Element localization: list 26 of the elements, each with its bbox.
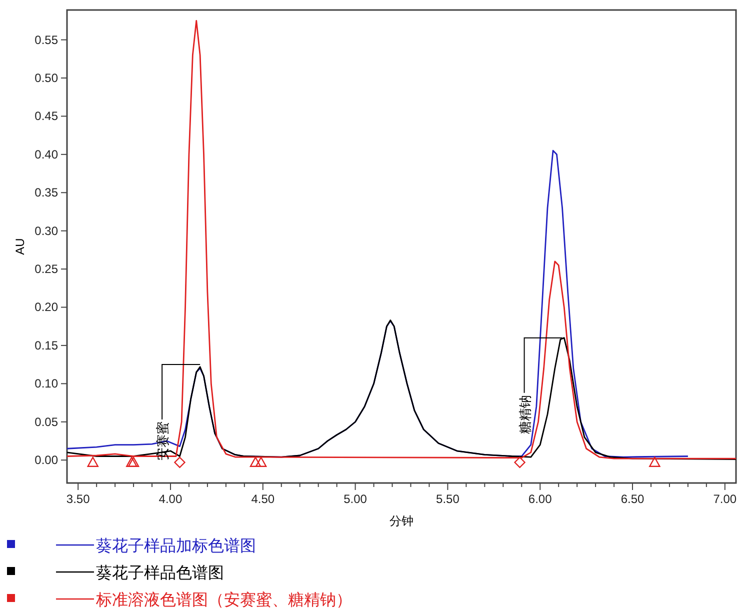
legend-label: 标准溶液色谱图（安赛蜜、糖精钠） bbox=[95, 591, 352, 609]
legend-label: 葵花子样品加标色谱图 bbox=[96, 537, 256, 555]
y-tick-label: 0.00 bbox=[34, 453, 58, 468]
x-tick-label: 5.50 bbox=[436, 492, 460, 506]
y-tick-label: 0.20 bbox=[34, 300, 58, 314]
annotation: 糖精钠 bbox=[517, 394, 532, 434]
legend-label: 葵花子样品色谱图 bbox=[96, 564, 224, 582]
x-tick-label: 4.50 bbox=[251, 492, 275, 506]
y-tick-label: 0.30 bbox=[34, 224, 58, 238]
x-axis-title: 分钟 bbox=[390, 514, 414, 528]
x-tick-label: 3.50 bbox=[66, 492, 90, 506]
y-tick-label: 0.15 bbox=[34, 338, 58, 352]
y-tick-label: 0.05 bbox=[34, 414, 58, 429]
x-tick-label: 4.00 bbox=[158, 492, 182, 506]
x-tick-label: 6.50 bbox=[620, 492, 645, 506]
x-tick-label: 6.00 bbox=[528, 492, 552, 506]
x-tick-label: 7.00 bbox=[713, 492, 737, 506]
y-tick-label: 0.40 bbox=[34, 147, 58, 162]
y-tick-label: 0.45 bbox=[34, 109, 58, 124]
y-tick-label: 0.55 bbox=[34, 32, 58, 47]
x-tick-label: 5.00 bbox=[344, 492, 368, 506]
y-tick-label: 0.50 bbox=[34, 71, 58, 86]
y-tick-label: 0.25 bbox=[34, 262, 58, 276]
y-axis-title: AU bbox=[13, 238, 27, 255]
y-tick-label: 0.10 bbox=[34, 376, 58, 391]
y-tick-label: 0.35 bbox=[34, 186, 58, 200]
